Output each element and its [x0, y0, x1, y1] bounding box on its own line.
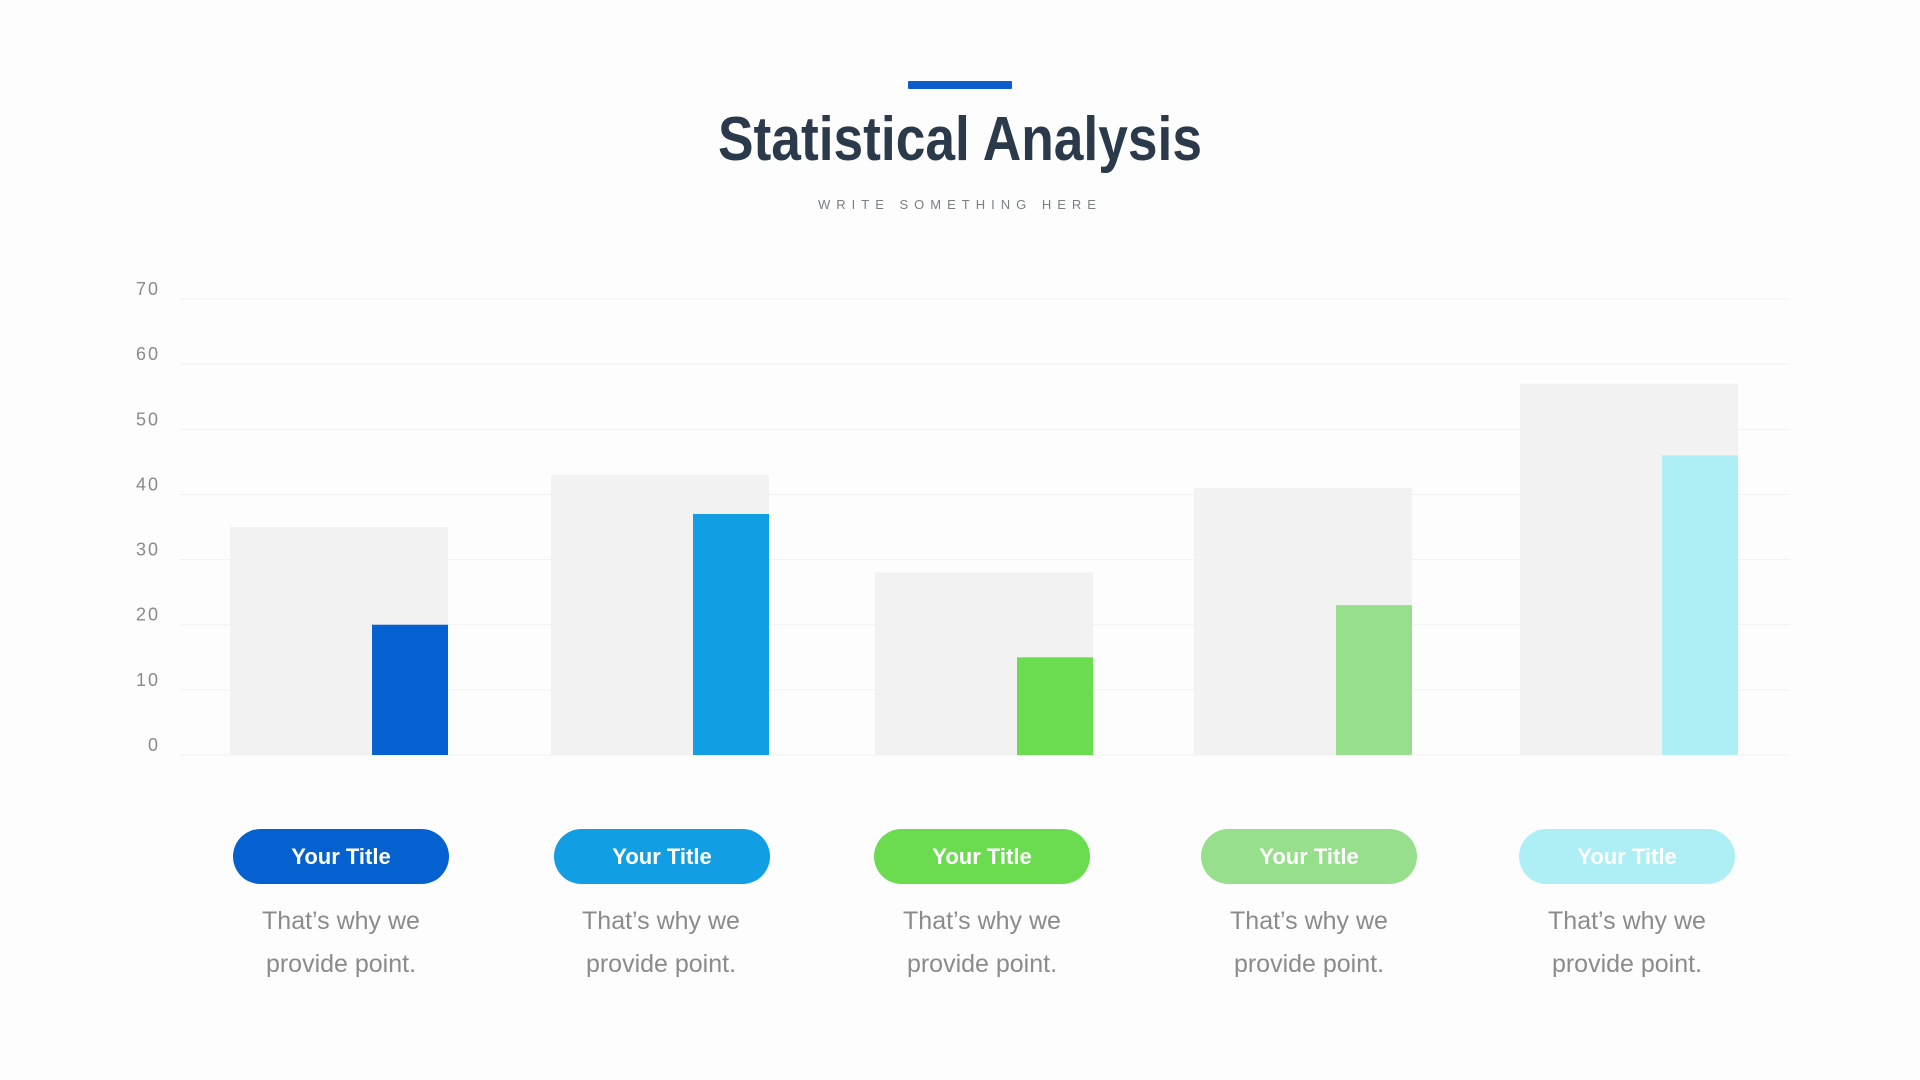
category-title-label: Your Title [1259, 843, 1359, 869]
description-line: That’s why we [1230, 907, 1388, 935]
page-title: Statistical Analysis [717, 105, 1203, 174]
category-title-label: Your Title [932, 843, 1032, 869]
description-line: provide point. [1551, 950, 1703, 978]
description-line: That’s why we [903, 907, 1061, 935]
value-bar [372, 624, 448, 755]
category-title-pill-1[interactable]: Your Title [233, 829, 449, 884]
category-title-label: Your Title [1577, 843, 1677, 869]
category-description-2: That’s why we provide point. [531, 900, 791, 986]
category-description-3: That’s why we provide point. [852, 900, 1112, 986]
description-line: provide point. [265, 950, 417, 978]
description-line: provide point. [585, 950, 737, 978]
y-tick-label: 0 [148, 735, 160, 755]
category-title-label: Your Title [291, 843, 391, 869]
value-bar [693, 513, 769, 755]
y-tick-label: 40 [136, 474, 160, 494]
category-description-1: That’s why we provide point. [211, 900, 471, 986]
category-title-pill-2[interactable]: Your Title [554, 829, 770, 884]
category-description-5: That’s why we provide point. [1497, 900, 1757, 986]
value-bar [1336, 605, 1412, 755]
y-tick-label: 30 [136, 540, 160, 560]
page-subtitle: WRITE SOMETHING HERE [818, 197, 1102, 212]
y-tick-label: 10 [136, 670, 160, 690]
description-line: provide point. [906, 950, 1058, 978]
description-line: That’s why we [1548, 907, 1706, 935]
description-line: That’s why we [262, 907, 420, 935]
bar-chart: 0 10 20 30 40 50 60 70 [136, 279, 1790, 756]
category-description-4: That’s why we provide point. [1179, 900, 1439, 986]
description-line: That’s why we [582, 907, 740, 935]
description-line: provide point. [1233, 950, 1385, 978]
y-tick-label: 60 [136, 344, 160, 364]
y-tick-label: 70 [136, 279, 160, 299]
y-tick-label: 50 [136, 409, 160, 429]
category-title-pill-5[interactable]: Your Title [1519, 829, 1735, 884]
value-bar [1662, 455, 1738, 755]
category-title-pill-4[interactable]: Your Title [1201, 829, 1417, 884]
category-title-pill-3[interactable]: Your Title [874, 829, 1090, 884]
category-title-label: Your Title [612, 843, 712, 869]
y-tick-label: 20 [136, 605, 160, 625]
title-accent-line [908, 81, 1012, 89]
value-bar [1017, 657, 1093, 755]
